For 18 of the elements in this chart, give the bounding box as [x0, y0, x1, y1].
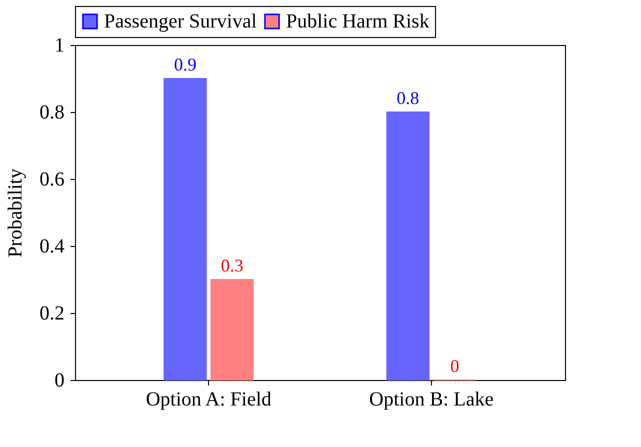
legend-label: Public Harm Risk [286, 10, 430, 32]
x-tick-label: Option A: Field [146, 388, 272, 410]
data-label: 0.9 [174, 54, 196, 74]
y-tick-label: 0 [54, 370, 64, 392]
y-tick-label: 0.6 [40, 168, 64, 190]
data-label: 0.8 [396, 88, 420, 108]
y-tick-label: 0.8 [40, 102, 64, 124]
data-label: 0 [450, 356, 460, 376]
bar [164, 78, 207, 380]
legend-label: Passenger Survival [104, 10, 258, 32]
y-tick-label: 0.2 [40, 302, 64, 324]
bar [210, 279, 254, 380]
bar [386, 112, 430, 380]
y-axis-title: Probability [4, 168, 26, 258]
x-tick-label: Option B: Lake [369, 388, 494, 410]
y-tick-label: 1 [54, 34, 64, 56]
y-tick-label: 0.4 [40, 236, 64, 258]
data-label: 0.3 [220, 256, 244, 276]
